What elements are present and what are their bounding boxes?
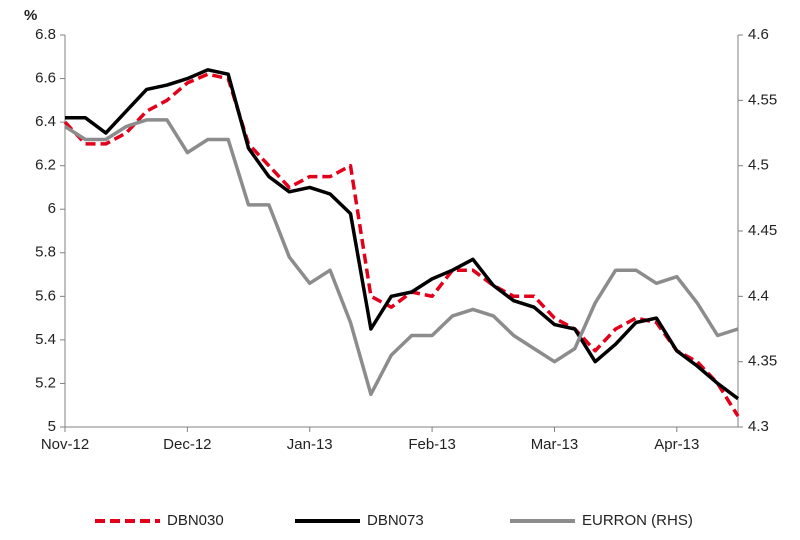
y-tick-label: 6.2 xyxy=(35,157,56,174)
y2-tick-label: 4.5 xyxy=(748,157,769,174)
legend-label: DBN030 xyxy=(167,512,224,529)
y2-tick-label: 4.55 xyxy=(748,91,777,108)
x-tick-label: Mar-13 xyxy=(531,436,579,453)
y-tick-label: 5.2 xyxy=(35,374,56,391)
x-tick-label: Apr-13 xyxy=(654,436,699,453)
y-tick-label: 6.8 xyxy=(35,26,56,43)
y2-tick-label: 4.6 xyxy=(748,26,769,43)
x-tick-label: Jan-13 xyxy=(287,436,333,453)
y2-tick-label: 4.45 xyxy=(748,222,777,239)
y-tick-label: 6 xyxy=(48,200,56,217)
y-tick-label: 5.4 xyxy=(35,331,56,348)
legend-label: DBN073 xyxy=(367,512,424,529)
x-tick-label: Dec-12 xyxy=(163,436,211,453)
y-tick-label: 5.6 xyxy=(35,287,56,304)
y-tick-label: 5 xyxy=(48,418,56,435)
y2-tick-label: 4.4 xyxy=(748,287,769,304)
y2-tick-label: 4.35 xyxy=(748,353,777,370)
legend-label: EURRON (RHS) xyxy=(582,512,693,529)
series-line xyxy=(64,118,739,397)
x-tick-label: Feb-13 xyxy=(408,436,456,453)
y-tick-label: 5.8 xyxy=(35,244,56,261)
y-axis-label: % xyxy=(24,7,37,24)
y-tick-label: 6.6 xyxy=(35,70,56,87)
series-line xyxy=(65,68,740,401)
x-tick-label: Nov-12 xyxy=(41,436,89,453)
series-line xyxy=(63,72,740,418)
y-tick-label: 6.4 xyxy=(35,113,56,130)
y2-tick-label: 4.3 xyxy=(748,418,769,435)
